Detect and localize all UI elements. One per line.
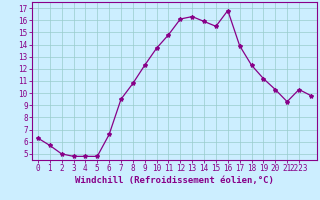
X-axis label: Windchill (Refroidissement éolien,°C): Windchill (Refroidissement éolien,°C) bbox=[75, 176, 274, 185]
